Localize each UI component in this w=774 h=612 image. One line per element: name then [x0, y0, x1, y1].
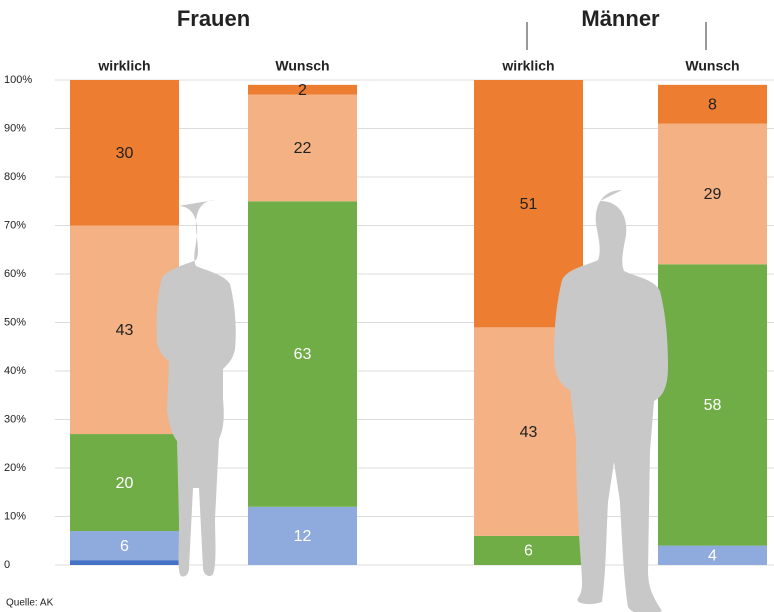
y-tick-label: 20%	[4, 462, 26, 474]
category-label: wirklich	[501, 58, 554, 74]
silhouettes	[157, 190, 668, 612]
y-tick-label: 80%	[4, 171, 26, 183]
value-label: 30	[116, 145, 134, 162]
y-tick-label: 90%	[4, 122, 26, 134]
bar-segment	[70, 560, 179, 565]
value-label: 63	[294, 346, 312, 363]
value-label: 58	[704, 397, 722, 414]
y-tick-label: 10%	[4, 510, 26, 522]
value-label: 43	[520, 424, 538, 441]
value-label: 20	[116, 475, 134, 492]
value-label: 6	[120, 538, 129, 555]
value-label: 12	[294, 528, 312, 545]
y-tick-label: 70%	[4, 219, 26, 231]
group-title: Frauen	[177, 6, 250, 31]
category-label: Wunsch	[685, 58, 739, 74]
group-title: Männer	[581, 6, 660, 31]
value-label: 2	[298, 82, 307, 99]
value-label: 6	[524, 543, 533, 560]
y-tick-label: 50%	[4, 316, 26, 328]
value-label: 51	[520, 196, 538, 213]
chart: 0 10% 20% 30% 40% 50% 60% 70% 80% 90% 100% wirklic…	[0, 0, 774, 612]
value-label: 22	[294, 140, 312, 157]
value-label: 8	[708, 96, 717, 113]
y-tick-label: 0	[4, 559, 10, 571]
y-tick-label: 30%	[4, 413, 26, 425]
value-label: 4	[708, 548, 717, 565]
source-note: Quelle: AK	[6, 598, 54, 609]
y-tick-label: 60%	[4, 268, 26, 280]
category-label: Wunsch	[275, 58, 329, 74]
value-label: 29	[704, 186, 722, 203]
value-label: 43	[116, 322, 134, 339]
y-tick-label: 100%	[4, 74, 32, 86]
y-tick-label: 40%	[4, 365, 26, 377]
category-label: wirklich	[97, 58, 150, 74]
